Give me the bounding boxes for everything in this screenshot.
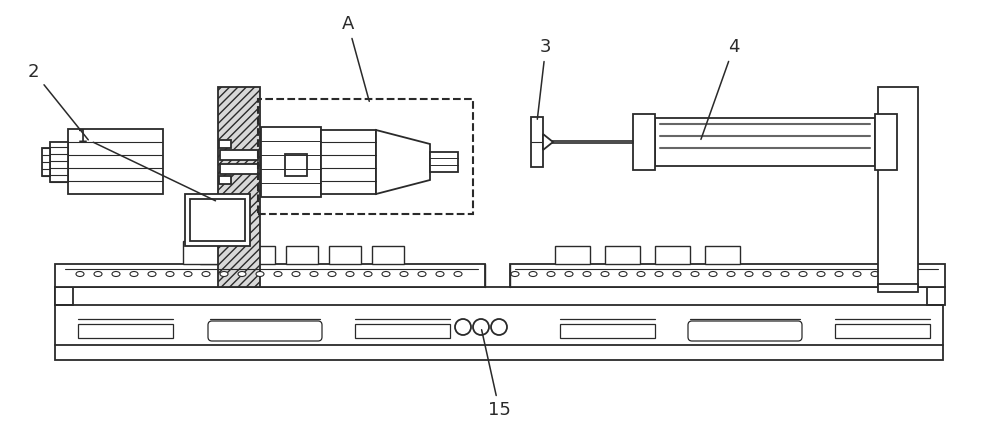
Bar xyxy=(183,241,235,264)
Ellipse shape xyxy=(346,271,354,276)
Text: A: A xyxy=(342,15,369,102)
Bar xyxy=(243,246,275,264)
Ellipse shape xyxy=(835,271,843,276)
Bar xyxy=(560,324,655,338)
Bar xyxy=(690,324,800,338)
Ellipse shape xyxy=(565,271,573,276)
Text: 3: 3 xyxy=(537,38,552,119)
Circle shape xyxy=(473,319,489,335)
Bar xyxy=(220,150,258,160)
Ellipse shape xyxy=(619,271,627,276)
Ellipse shape xyxy=(328,271,336,276)
Bar xyxy=(220,164,258,174)
Bar xyxy=(510,264,945,287)
Ellipse shape xyxy=(184,271,192,276)
Ellipse shape xyxy=(166,271,174,276)
Bar xyxy=(55,264,485,287)
Ellipse shape xyxy=(601,271,609,276)
Ellipse shape xyxy=(817,271,825,276)
Bar xyxy=(50,142,68,182)
Ellipse shape xyxy=(781,271,789,276)
Bar xyxy=(875,114,897,170)
Bar xyxy=(835,324,930,338)
Ellipse shape xyxy=(220,271,228,276)
Ellipse shape xyxy=(691,271,699,276)
Ellipse shape xyxy=(310,271,318,276)
Ellipse shape xyxy=(400,271,408,276)
Bar xyxy=(430,152,458,172)
Text: 15: 15 xyxy=(482,330,511,419)
Ellipse shape xyxy=(364,271,372,276)
Ellipse shape xyxy=(673,271,681,276)
Bar xyxy=(633,114,655,170)
Ellipse shape xyxy=(637,271,645,276)
Ellipse shape xyxy=(418,271,426,276)
Ellipse shape xyxy=(76,271,84,276)
Bar xyxy=(258,99,473,214)
Ellipse shape xyxy=(148,271,156,276)
Bar xyxy=(655,118,875,166)
Ellipse shape xyxy=(94,271,102,276)
Polygon shape xyxy=(543,134,553,150)
Text: 1: 1 xyxy=(77,128,215,201)
Ellipse shape xyxy=(292,271,300,276)
Bar xyxy=(190,199,245,241)
Bar xyxy=(321,130,376,194)
Ellipse shape xyxy=(382,271,390,276)
Bar xyxy=(55,287,943,360)
Bar xyxy=(531,117,543,167)
Circle shape xyxy=(455,319,471,335)
Bar xyxy=(372,246,404,264)
Ellipse shape xyxy=(727,271,735,276)
FancyBboxPatch shape xyxy=(688,321,802,341)
Ellipse shape xyxy=(112,271,120,276)
Bar xyxy=(78,324,173,338)
Ellipse shape xyxy=(709,271,717,276)
Ellipse shape xyxy=(436,271,444,276)
Bar xyxy=(218,87,260,287)
Polygon shape xyxy=(376,130,430,194)
Circle shape xyxy=(491,319,507,335)
Bar xyxy=(927,287,945,305)
Text: 4: 4 xyxy=(701,38,740,140)
Ellipse shape xyxy=(454,271,462,276)
Text: 2: 2 xyxy=(28,63,88,140)
Bar xyxy=(555,246,590,264)
Bar xyxy=(878,87,918,287)
Ellipse shape xyxy=(274,271,282,276)
Ellipse shape xyxy=(871,271,879,276)
Bar xyxy=(55,287,73,305)
Bar xyxy=(185,194,250,246)
Bar xyxy=(655,246,690,264)
Ellipse shape xyxy=(655,271,663,276)
Bar xyxy=(261,127,321,197)
Ellipse shape xyxy=(583,271,591,276)
Bar xyxy=(286,246,318,264)
Bar xyxy=(68,129,163,194)
Bar xyxy=(355,324,450,338)
Ellipse shape xyxy=(511,271,519,276)
Bar xyxy=(705,246,740,264)
Ellipse shape xyxy=(799,271,807,276)
Bar xyxy=(200,246,232,264)
Bar xyxy=(219,140,231,148)
Ellipse shape xyxy=(889,271,897,276)
FancyBboxPatch shape xyxy=(208,321,322,341)
Ellipse shape xyxy=(853,271,861,276)
Bar xyxy=(210,324,320,338)
Bar xyxy=(219,176,231,184)
Bar xyxy=(285,154,307,176)
Ellipse shape xyxy=(547,271,555,276)
Ellipse shape xyxy=(529,271,537,276)
Bar xyxy=(605,246,640,264)
Bar xyxy=(329,246,361,264)
Ellipse shape xyxy=(763,271,771,276)
Ellipse shape xyxy=(130,271,138,276)
Bar xyxy=(42,148,50,176)
Ellipse shape xyxy=(202,271,210,276)
Ellipse shape xyxy=(256,271,264,276)
Ellipse shape xyxy=(238,271,246,276)
Ellipse shape xyxy=(745,271,753,276)
Bar xyxy=(878,284,918,292)
